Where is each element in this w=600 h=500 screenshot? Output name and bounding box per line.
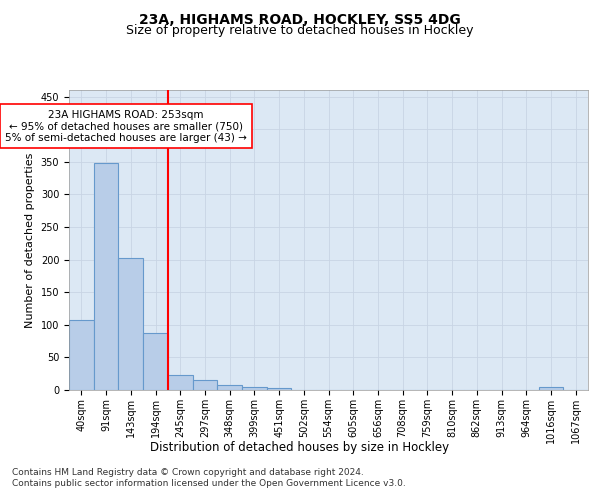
Text: Contains HM Land Registry data © Crown copyright and database right 2024.
Contai: Contains HM Land Registry data © Crown c… — [12, 468, 406, 487]
Bar — [539, 388, 563, 390]
Text: 23A HIGHAMS ROAD: 253sqm
← 95% of detached houses are smaller (750)
5% of semi-d: 23A HIGHAMS ROAD: 253sqm ← 95% of detach… — [5, 110, 247, 143]
Bar — [143, 332, 168, 390]
Bar — [118, 258, 143, 390]
Bar — [94, 163, 118, 390]
Y-axis label: Number of detached properties: Number of detached properties — [25, 152, 35, 328]
Bar — [242, 386, 267, 390]
Bar — [168, 375, 193, 390]
Bar — [69, 320, 94, 390]
Bar — [193, 380, 217, 390]
Text: Size of property relative to detached houses in Hockley: Size of property relative to detached ho… — [126, 24, 474, 37]
Bar — [267, 388, 292, 390]
Text: 23A, HIGHAMS ROAD, HOCKLEY, SS5 4DG: 23A, HIGHAMS ROAD, HOCKLEY, SS5 4DG — [139, 12, 461, 26]
Text: Distribution of detached houses by size in Hockley: Distribution of detached houses by size … — [151, 441, 449, 454]
Bar — [217, 385, 242, 390]
